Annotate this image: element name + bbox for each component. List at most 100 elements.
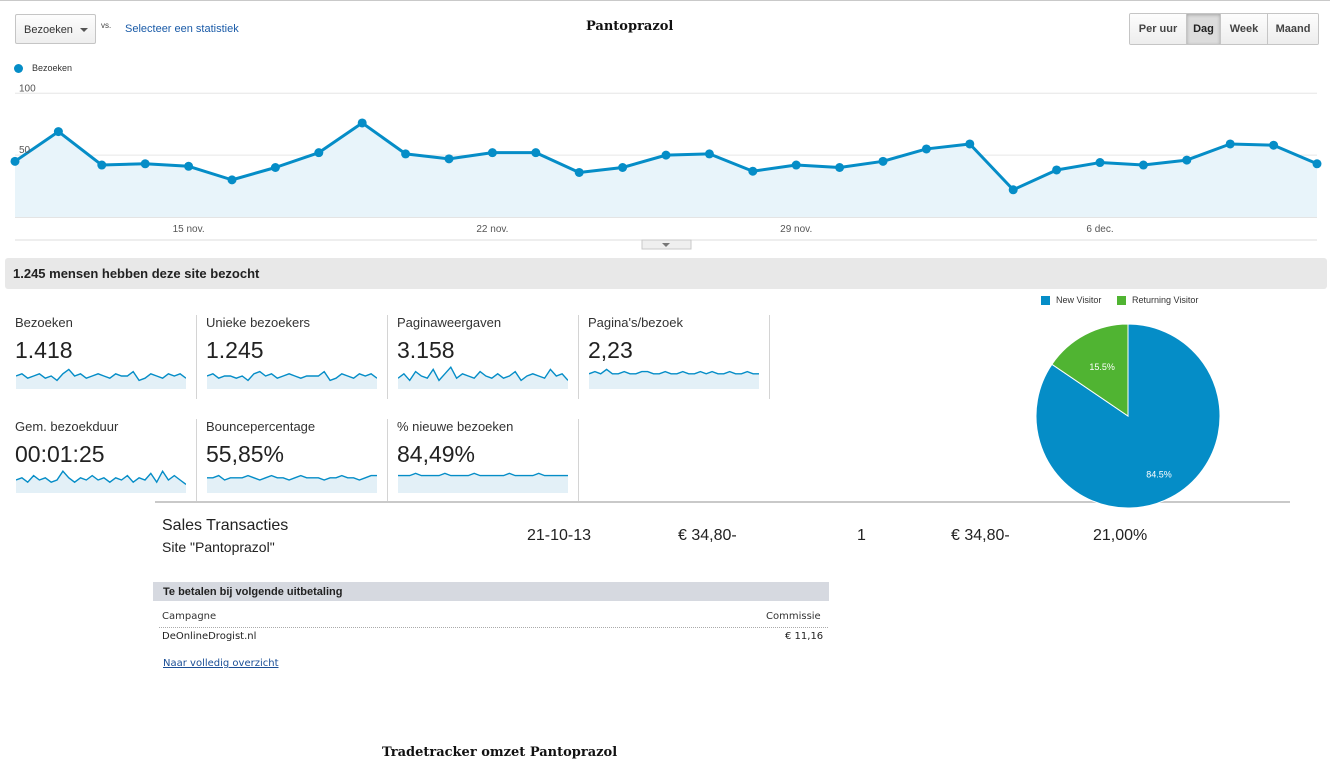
- data-point: [1225, 139, 1235, 149]
- sparkline-line: [207, 474, 377, 481]
- y-tick-label: 50: [19, 145, 31, 156]
- data-point: [574, 167, 584, 177]
- sparkline-line: [16, 368, 186, 382]
- y-tick-label: 100: [19, 83, 36, 94]
- stat-label: Bouncepercentage: [206, 419, 316, 434]
- sparkline-area: [207, 371, 377, 389]
- sparkline: [207, 474, 377, 493]
- line-chart-legend[interactable]: Bezoeken: [14, 63, 72, 73]
- data-point: [1182, 155, 1192, 165]
- data-point: [401, 149, 411, 159]
- stat-label: Gem. bezoekduur: [15, 419, 119, 434]
- data-point: [531, 148, 541, 158]
- full-overview-link[interactable]: Naar volledig overzicht: [163, 658, 279, 669]
- page-title: Pantoprazol: [586, 19, 674, 34]
- sales-title: Sales Transacties: [162, 517, 289, 534]
- x-tick-label: 29 nov.: [780, 224, 812, 235]
- sparkline-area: [398, 367, 568, 389]
- sparkline-area: [398, 473, 568, 493]
- stat-value: 55,85%: [206, 441, 285, 467]
- data-point: [314, 148, 324, 158]
- stat-value: 00:01:25: [15, 441, 105, 467]
- chevron-down-icon: [80, 28, 88, 32]
- sparkline-line: [589, 368, 759, 375]
- period-toggle-group: Per uur Dag Week Maand: [1129, 13, 1319, 45]
- commission-cell: € 11,16: [785, 631, 824, 642]
- data-point: [661, 150, 671, 160]
- sparkline-area: [16, 369, 186, 389]
- data-point: [1138, 160, 1148, 170]
- legend-square-icon: [1041, 295, 1050, 305]
- stat-label: Unieke bezoekers: [206, 315, 311, 330]
- campaign-cell: DeOnlineDrogist.nl: [162, 631, 257, 642]
- legend-square-icon: [1117, 295, 1126, 305]
- stat-value: 1.418: [15, 337, 73, 363]
- stat-value: 3.158: [397, 337, 455, 363]
- data-point: [791, 160, 801, 170]
- stat-card-pageviews[interactable]: Paginaweergaven 3.158: [397, 315, 579, 399]
- period-day-button[interactable]: Dag: [1187, 14, 1221, 44]
- sparkline: [16, 368, 186, 389]
- data-point: [444, 154, 454, 164]
- legend-dot-icon: [14, 63, 23, 73]
- select-statistic-link[interactable]: Selecteer een statistiek: [125, 23, 239, 35]
- metric-select-label: Bezoeken: [24, 24, 73, 36]
- data-point: [53, 127, 63, 137]
- data-point: [487, 148, 497, 158]
- stat-card-pages-per-visit[interactable]: Pagina's/bezoek 2,23: [588, 315, 770, 399]
- column-header-campaign: Campagne: [162, 611, 217, 622]
- sales-subtitle: Site "Pantoprazol": [162, 539, 275, 555]
- top-divider: [0, 0, 1330, 3]
- x-tick-label: 15 nov.: [173, 224, 205, 235]
- data-point: [1269, 140, 1279, 150]
- stat-card-visits[interactable]: Bezoeken 1.418: [15, 315, 197, 399]
- visits-line-chart: 100 50 15 nov. 22 nov. 29 nov. 6 dec.: [10, 80, 1322, 250]
- summary-text: 1.245 mensen hebben deze site bezocht: [13, 266, 260, 281]
- sales-amount-total: € 34,80-: [951, 527, 1010, 544]
- stat-label: Bezoeken: [15, 315, 73, 330]
- sparkline: [16, 469, 186, 493]
- sparkline: [589, 368, 759, 389]
- sparkline: [398, 365, 568, 389]
- data-point: [10, 156, 20, 166]
- data-point: [704, 149, 714, 159]
- payout-panel-header: Te betalen bij volgende uitbetaling: [153, 582, 829, 601]
- stat-card-unique-visitors[interactable]: Unieke bezoekers 1.245: [206, 315, 388, 399]
- pie-legend-label: Returning Visitor: [1132, 295, 1199, 305]
- pie-legend-new-visitor[interactable]: New Visitor: [1041, 295, 1101, 305]
- data-point: [1312, 159, 1322, 169]
- column-header-commission: Commissie: [766, 611, 821, 622]
- chart-resize-handle[interactable]: [641, 239, 692, 250]
- stat-card-new-visits[interactable]: % nieuwe bezoeken 84,49%: [397, 419, 579, 503]
- sales-count: 1: [857, 527, 866, 544]
- sparkline-area: [207, 475, 377, 493]
- data-point: [270, 163, 280, 172]
- pie-legend-returning-visitor[interactable]: Returning Visitor: [1117, 295, 1198, 305]
- data-point: [1052, 165, 1062, 175]
- pie-legend-label: New Visitor: [1056, 295, 1102, 305]
- chevron-down-icon: [662, 243, 670, 247]
- data-point: [921, 144, 931, 154]
- sparkline-area: [16, 471, 186, 493]
- data-point: [748, 166, 758, 176]
- period-hour-button[interactable]: Per uur: [1130, 14, 1187, 44]
- series-area: [15, 122, 1317, 217]
- stat-value: 2,23: [588, 337, 633, 363]
- stat-value: 1.245: [206, 337, 264, 363]
- vs-label: vs.: [101, 21, 112, 30]
- sparkline-line: [16, 469, 186, 485]
- data-point: [1095, 158, 1105, 168]
- sparkline: [398, 472, 568, 493]
- data-point: [140, 159, 150, 169]
- legend-label: Bezoeken: [32, 63, 73, 73]
- data-point: [835, 163, 845, 172]
- x-tick-label: 22 nov.: [476, 224, 508, 235]
- stat-card-avg-duration[interactable]: Gem. bezoekduur 00:01:25: [15, 419, 197, 503]
- period-month-button[interactable]: Maand: [1268, 14, 1318, 44]
- metric-select-dropdown[interactable]: Bezoeken: [15, 14, 96, 44]
- period-week-button[interactable]: Week: [1221, 14, 1268, 44]
- sparkline-line: [398, 472, 568, 477]
- data-point: [227, 175, 237, 185]
- data-point: [878, 156, 888, 166]
- stat-card-bounce-rate[interactable]: Bouncepercentage 55,85%: [206, 419, 388, 503]
